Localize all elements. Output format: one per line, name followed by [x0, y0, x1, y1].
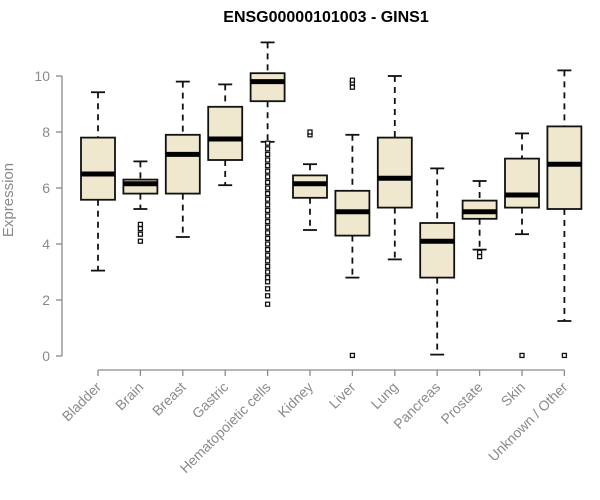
box-iqr [292, 174, 328, 199]
outlier-point [264, 235, 271, 242]
outlier-point [137, 238, 144, 244]
outlier-point [137, 221, 144, 228]
outlier-point [561, 352, 568, 359]
box-group [249, 41, 286, 307]
outlier-point [264, 146, 271, 152]
y-axis-label: Expression [0, 163, 17, 237]
box-group [122, 160, 159, 244]
outlier-point [264, 286, 271, 292]
box-group [164, 80, 201, 238]
outlier-point [264, 293, 271, 299]
box-iqr [80, 136, 116, 201]
outlier-point [264, 190, 271, 197]
outlier-point [264, 230, 271, 236]
outlier-point [137, 231, 144, 237]
outlier-point [264, 224, 271, 230]
y-tick-label: 4 [42, 236, 50, 252]
outlier-point [264, 196, 271, 202]
box-group [504, 132, 540, 359]
outlier-point [264, 279, 271, 285]
box-iqr [419, 222, 456, 279]
x-tick-label: Skin [498, 379, 529, 410]
outlier-point [307, 129, 313, 135]
outlier-point [264, 218, 271, 225]
box-group [461, 180, 498, 260]
outlier-point [349, 352, 356, 359]
outlier-point [349, 84, 356, 90]
outlier-point [264, 207, 271, 214]
box-group [334, 77, 371, 359]
x-tick-label: Liver [326, 379, 359, 412]
x-tick-label: Brain [112, 379, 146, 413]
boxes-layer [80, 41, 583, 359]
x-tick-label: Unknown / Other [485, 379, 571, 465]
outlier-point [264, 269, 271, 275]
outlier-point [264, 174, 271, 180]
outlier-point [137, 225, 144, 232]
outlier-point [264, 301, 271, 307]
box-iqr [207, 105, 244, 161]
x-tick-label: Prostate [438, 379, 486, 427]
box-group [419, 167, 456, 356]
outlier-point [264, 202, 271, 208]
x-tick-label: Kidney [275, 379, 317, 421]
box-group [80, 91, 116, 272]
y-tick-label: 10 [34, 68, 50, 84]
outlier-point [264, 252, 271, 258]
outlier-point [264, 241, 271, 247]
outlier-point [264, 140, 271, 146]
outlier-point [264, 168, 271, 174]
y-tick-label: 0 [42, 348, 50, 364]
box-group [207, 83, 244, 187]
y-tick-label: 8 [42, 124, 50, 140]
chart-title: ENSG00000101003 - GINS1 [223, 9, 429, 26]
outlier-point [476, 253, 483, 260]
outlier-point [264, 263, 271, 270]
box-iqr [164, 133, 201, 195]
x-tick-label: Bladder [59, 379, 105, 425]
y-tick-label: 6 [42, 180, 50, 196]
box-iqr [546, 125, 583, 210]
outlier-point [264, 179, 271, 186]
box-iqr [376, 136, 413, 209]
outlier-point [264, 151, 271, 158]
y-tick-label: 2 [42, 292, 50, 308]
outlier-point [264, 274, 271, 281]
x-tick-label: Pancreas [390, 379, 443, 432]
x-tick-label: Breast [149, 379, 189, 419]
x-tick-label: Lung [368, 379, 401, 412]
box-group [546, 69, 583, 359]
outlier-point [264, 213, 271, 219]
outlier-point [476, 249, 483, 256]
outlier-point [264, 157, 271, 163]
outlier-point [519, 352, 525, 359]
outlier-point [349, 77, 356, 83]
box-group [292, 129, 328, 231]
box-iqr [249, 72, 286, 103]
box-group [376, 75, 413, 261]
outlier-point [264, 162, 271, 169]
outlier-point [264, 246, 271, 253]
box-iqr [504, 157, 540, 209]
outlier-point [264, 185, 271, 191]
outlier-point [264, 258, 271, 264]
